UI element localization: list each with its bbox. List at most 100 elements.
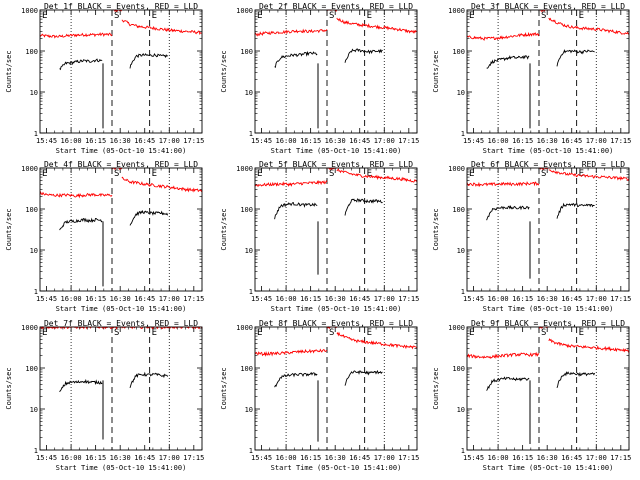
x-tick-label: 16:00 [61, 454, 82, 462]
x-tick-label: 17:15 [610, 454, 631, 462]
y-axis-label: Counts/sec [432, 367, 440, 409]
y-tick-label: 100 [240, 206, 253, 214]
x-tick-label: 15:45 [251, 137, 272, 145]
x-tick-label: 16:15 [512, 137, 533, 145]
y-tick-label: 1000 [236, 324, 253, 332]
y-tick-label: 100 [452, 206, 465, 214]
x-tick-label: 16:45 [134, 295, 155, 303]
x-tick-label: 17:15 [398, 137, 419, 145]
y-tick-label: 100 [240, 48, 253, 56]
x-tick-label: 16:15 [512, 454, 533, 462]
marker-label: S [329, 11, 334, 21]
x-tick-label: 15:45 [463, 454, 484, 462]
y-tick-label: 10 [245, 406, 253, 414]
y-tick-label: 10 [30, 406, 38, 414]
y-axis-label: Counts/sec [432, 208, 440, 250]
marker-label: E [257, 169, 262, 179]
x-tick-label: 17:15 [398, 454, 419, 462]
x-tick-label: 17:15 [398, 295, 419, 303]
y-tick-label: 100 [240, 365, 253, 373]
x-tick-label: 17:00 [159, 454, 180, 462]
x-tick-label: 16:15 [85, 295, 106, 303]
x-tick-label: 17:15 [183, 454, 204, 462]
marker-label: S [329, 328, 334, 338]
x-tick-label: 16:00 [276, 137, 297, 145]
y-axis-label: Counts/sec [432, 50, 440, 92]
x-tick-label: 16:30 [110, 137, 131, 145]
y-tick-label: 1000 [448, 165, 465, 173]
y-tick-label: 100 [452, 365, 465, 373]
y-tick-label: 1000 [236, 165, 253, 173]
x-tick-label: 16:15 [300, 295, 321, 303]
x-tick-label: 16:00 [276, 454, 297, 462]
x-axis-label: Start Time (05-Oct-10 15:41:00) [56, 464, 187, 472]
x-axis-label: Start Time (05-Oct-10 15:41:00) [271, 305, 402, 313]
y-tick-label: 10 [457, 89, 465, 97]
y-axis-label: Counts/sec [220, 50, 228, 92]
x-axis-label: Start Time (05-Oct-10 15:41:00) [56, 305, 187, 313]
x-tick-label: 16:15 [85, 137, 106, 145]
x-tick-label: 16:45 [134, 137, 155, 145]
x-tick-label: 15:45 [36, 454, 57, 462]
marker-label: E [152, 11, 157, 21]
marker-label: S [114, 169, 119, 179]
x-tick-label: 17:00 [586, 295, 607, 303]
x-tick-label: 16:45 [349, 137, 370, 145]
y-tick-label: 1000 [448, 7, 465, 15]
x-tick-label: 16:45 [561, 454, 582, 462]
marker-label: E [579, 169, 584, 179]
x-tick-label: 16:30 [325, 295, 346, 303]
x-tick-label: 16:45 [349, 454, 370, 462]
y-axis-label: Counts/sec [5, 208, 13, 250]
x-tick-label: 16:15 [300, 454, 321, 462]
x-tick-label: 17:15 [183, 295, 204, 303]
x-tick-label: 16:15 [512, 295, 533, 303]
x-tick-label: 16:30 [110, 454, 131, 462]
x-tick-label: 16:30 [325, 137, 346, 145]
x-tick-label: 16:15 [85, 454, 106, 462]
x-tick-label: 16:15 [300, 137, 321, 145]
marker-label: S [541, 328, 546, 338]
y-tick-label: 1000 [236, 7, 253, 15]
x-tick-label: 17:00 [159, 295, 180, 303]
y-tick-label: 10 [245, 247, 253, 255]
x-tick-label: 16:00 [488, 295, 509, 303]
marker-label: E [42, 328, 47, 338]
y-tick-label: 10 [457, 247, 465, 255]
x-axis-label: Start Time (05-Oct-10 15:41:00) [483, 305, 614, 313]
x-tick-label: 16:30 [325, 454, 346, 462]
marker-label: S [114, 328, 119, 338]
x-tick-label: 16:00 [276, 295, 297, 303]
x-axis-label: Start Time (05-Oct-10 15:41:00) [271, 147, 402, 155]
marker-label: S [114, 11, 119, 21]
marker-label: E [257, 328, 262, 338]
x-axis-label: Start Time (05-Oct-10 15:41:00) [271, 464, 402, 472]
x-tick-label: 16:00 [488, 454, 509, 462]
x-tick-label: 17:00 [374, 295, 395, 303]
x-tick-label: 16:45 [561, 295, 582, 303]
y-tick-label: 10 [245, 89, 253, 97]
marker-label: E [469, 328, 474, 338]
y-tick-label: 1000 [21, 324, 38, 332]
x-tick-label: 16:30 [537, 454, 558, 462]
marker-label: E [42, 169, 47, 179]
x-tick-label: 16:00 [61, 295, 82, 303]
x-tick-label: 16:45 [349, 295, 370, 303]
x-tick-label: 15:45 [36, 137, 57, 145]
y-axis-label: Counts/sec [5, 367, 13, 409]
marker-label: S [541, 169, 546, 179]
x-tick-label: 17:00 [586, 454, 607, 462]
x-tick-label: 16:30 [537, 137, 558, 145]
x-tick-label: 16:45 [561, 137, 582, 145]
marker-label: E [367, 328, 372, 338]
x-axis-label: Start Time (05-Oct-10 15:41:00) [56, 147, 187, 155]
marker-label: E [469, 11, 474, 21]
x-axis-label: Start Time (05-Oct-10 15:41:00) [483, 464, 614, 472]
x-tick-label: 15:45 [36, 295, 57, 303]
y-tick-label: 100 [25, 365, 38, 373]
y-tick-label: 100 [25, 206, 38, 214]
x-tick-label: 15:45 [251, 295, 272, 303]
marker-label: E [152, 169, 157, 179]
x-tick-label: 16:00 [488, 137, 509, 145]
